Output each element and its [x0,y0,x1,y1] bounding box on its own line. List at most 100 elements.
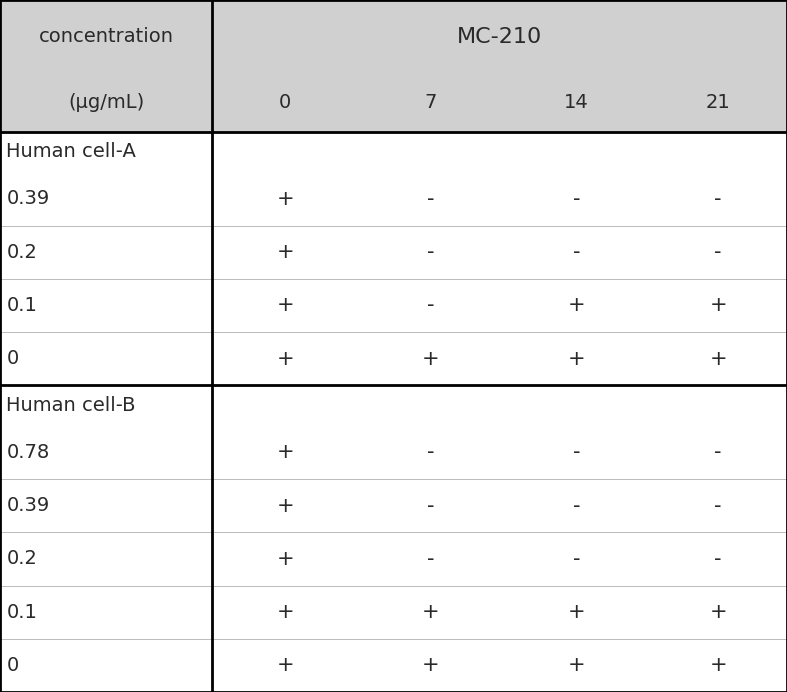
Bar [358,172,504,226]
Text: -: - [573,189,580,209]
Bar [212,0,787,73]
Text: +: + [567,349,586,369]
Bar [649,332,787,385]
Ellipse shape [245,491,668,506]
Text: +: + [276,655,294,675]
Ellipse shape [210,242,703,257]
Text: -: - [715,442,722,462]
Bar [212,426,358,479]
Bar [504,226,649,279]
Text: 0.78: 0.78 [6,443,50,462]
Bar [358,73,504,131]
Text: 0.39: 0.39 [6,190,50,208]
Text: 0.2: 0.2 [6,549,37,568]
Bar [0,479,212,532]
Text: -: - [573,549,580,569]
Bar [0,0,212,73]
Text: Human cell-A: Human cell-A [6,143,136,161]
Bar [212,532,358,585]
Bar [358,479,504,532]
Bar [212,73,358,131]
Ellipse shape [193,380,720,395]
Text: +: + [276,349,294,369]
Text: concentration: concentration [39,27,174,46]
Ellipse shape [309,546,604,561]
Text: +: + [276,189,294,209]
Ellipse shape [193,297,720,312]
Text: +: + [709,349,727,369]
Text: -: - [427,242,434,262]
Ellipse shape [309,131,604,146]
Bar [0,585,212,639]
Text: -: - [427,295,434,316]
Text: +: + [567,295,586,316]
Bar [649,479,787,532]
Bar [212,585,358,639]
Text: +: + [276,549,294,569]
Text: -: - [573,242,580,262]
Bar [649,172,787,226]
Text: +: + [276,242,294,262]
Bar [649,639,787,692]
Bar [358,639,504,692]
Bar [212,172,358,226]
Text: 7: 7 [425,93,437,112]
Text: 0: 0 [6,349,19,368]
Text: +: + [276,495,294,516]
Bar [504,172,649,226]
Text: -: - [715,242,722,262]
Bar [0,426,212,479]
Bar [0,532,212,585]
Text: Human cell-B: Human cell-B [6,396,136,415]
Bar [0,172,212,226]
Text: -: - [573,495,580,516]
Ellipse shape [368,574,545,589]
Ellipse shape [272,158,641,174]
Text: +: + [276,442,294,462]
Text: MC-210: MC-210 [457,27,542,47]
Bar [649,426,787,479]
Text: -: - [715,495,722,516]
Ellipse shape [210,435,703,450]
Text: +: + [422,349,440,369]
Text: 14: 14 [564,93,589,112]
Bar [504,585,649,639]
Text: +: + [567,602,586,622]
Ellipse shape [272,518,641,534]
Text: -: - [427,549,434,569]
Text: 0.39: 0.39 [6,496,50,515]
Bar [358,426,504,479]
Bar [504,279,649,332]
Bar [212,332,358,385]
Text: -: - [715,549,722,569]
Bar [504,639,649,692]
Bar [0,131,787,172]
Bar [212,639,358,692]
Text: 0: 0 [279,93,291,112]
Text: +: + [422,602,440,622]
Bar [0,73,212,131]
Ellipse shape [190,352,723,367]
Text: +: + [709,655,727,675]
Text: -: - [427,442,434,462]
Text: 21: 21 [706,93,730,112]
Bar [504,73,649,131]
Bar [504,532,649,585]
Text: KAC: KAC [321,379,623,507]
Text: 0.2: 0.2 [6,243,37,262]
Text: +: + [276,295,294,316]
Text: 0.1: 0.1 [6,296,37,315]
Bar [649,585,787,639]
Bar [504,332,649,385]
Bar [0,385,787,426]
Text: +: + [709,295,727,316]
Text: -: - [427,189,434,209]
Ellipse shape [225,214,688,229]
Ellipse shape [190,325,723,340]
Bar [0,332,212,385]
Bar [504,426,649,479]
Bar [358,332,504,385]
Bar [358,585,504,639]
Text: +: + [709,602,727,622]
Bar [649,73,787,131]
